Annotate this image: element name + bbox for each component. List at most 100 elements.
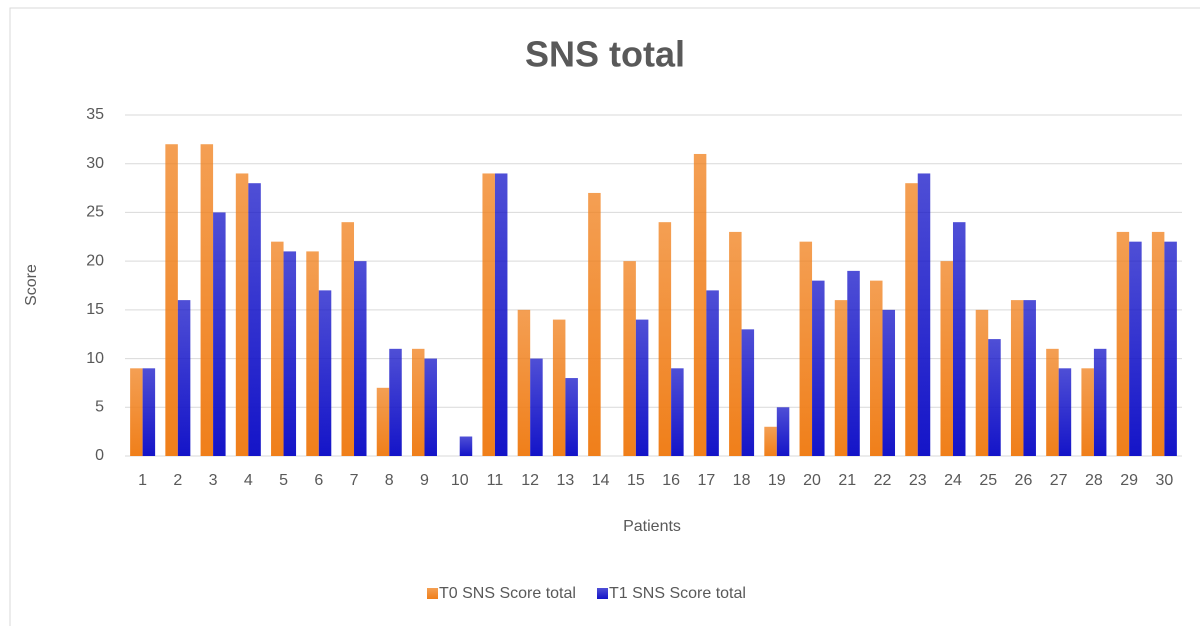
y-tick-label: 15: [86, 301, 104, 318]
bar: [870, 280, 883, 456]
x-tick-label: 12: [521, 472, 539, 489]
bar: [213, 212, 226, 456]
bar: [847, 270, 860, 456]
bar: [424, 358, 437, 456]
x-tick-label: 17: [697, 472, 715, 489]
bar: [882, 309, 896, 456]
bar: [1023, 300, 1036, 456]
bar: [1093, 348, 1107, 456]
bar: [917, 173, 931, 456]
bar: [671, 368, 684, 456]
bar: [1046, 348, 1059, 456]
bar: [952, 222, 966, 456]
bar: [1081, 368, 1094, 456]
x-tick-label: 7: [350, 472, 359, 489]
legend-swatch: [427, 588, 438, 599]
bar: [517, 309, 531, 456]
bar: [799, 241, 813, 456]
y-tick-label: 20: [86, 252, 104, 269]
bar: [834, 300, 848, 456]
bar: [1151, 231, 1165, 456]
bar: [130, 368, 143, 456]
y-tick-label: 25: [86, 204, 104, 221]
bar: [706, 290, 719, 456]
x-tick-label: 23: [909, 472, 927, 489]
bar: [693, 153, 707, 456]
bar: [729, 231, 742, 456]
bar: [494, 173, 508, 456]
x-tick-label: 5: [279, 472, 288, 489]
bar: [1164, 241, 1177, 456]
y-tick-label: 35: [86, 106, 104, 123]
bar: [200, 144, 214, 456]
x-tick-label: 28: [1085, 472, 1103, 489]
bar: [975, 309, 989, 456]
bar: [165, 144, 178, 456]
x-tick-label: 6: [314, 472, 323, 489]
bar: [354, 261, 367, 456]
x-tick-label: 10: [451, 472, 469, 489]
x-tick-label: 9: [420, 472, 429, 489]
y-tick-label: 5: [95, 399, 104, 416]
bar: [248, 183, 261, 456]
bar: [1010, 300, 1024, 456]
y-axis-label: Score: [23, 264, 40, 306]
bar: [764, 426, 777, 456]
bar: [177, 300, 191, 456]
x-tick-label: 8: [385, 472, 394, 489]
bar: [623, 261, 636, 456]
bar: [905, 183, 918, 456]
x-tick-label: 27: [1050, 472, 1068, 489]
bar: [988, 339, 1001, 456]
bar: [552, 319, 566, 456]
x-tick-label: 3: [209, 472, 218, 489]
legend-swatch: [597, 588, 608, 599]
x-tick-label: 13: [557, 472, 575, 489]
bar: [271, 241, 284, 456]
bar: [588, 192, 601, 456]
legend-label: T0 SNS Score total: [439, 585, 576, 602]
bar: [812, 280, 825, 456]
x-tick-label: 25: [979, 472, 997, 489]
bar: [341, 222, 355, 456]
bar: [565, 378, 578, 456]
x-tick-label: 20: [803, 472, 821, 489]
bar: [1129, 241, 1142, 456]
bar: [389, 348, 402, 456]
bar: [741, 329, 755, 456]
bar: [459, 436, 473, 456]
x-tick-label: 15: [627, 472, 645, 489]
x-tick-label: 16: [662, 472, 680, 489]
x-tick-label: 22: [874, 472, 892, 489]
x-tick-label: 1: [138, 472, 147, 489]
x-tick-label: 21: [838, 472, 856, 489]
bar: [411, 348, 425, 456]
y-tick-label: 10: [86, 350, 104, 367]
bar: [1058, 368, 1072, 456]
x-tick-label: 26: [1015, 472, 1033, 489]
bar: [1116, 231, 1130, 456]
bar: [283, 251, 297, 456]
x-axis-label: Patients: [623, 518, 681, 535]
x-tick-label: 2: [173, 472, 182, 489]
bar: [635, 319, 649, 456]
bar: [530, 358, 543, 456]
bar: [376, 387, 390, 456]
bar: [658, 222, 672, 456]
x-tick-label: 29: [1120, 472, 1138, 489]
legend-label: T1 SNS Score total: [609, 585, 746, 602]
bar: [235, 173, 249, 456]
x-tick-label: 14: [592, 472, 610, 489]
x-tick-label: 4: [244, 472, 253, 489]
bar: [776, 407, 790, 456]
x-tick-label: 19: [768, 472, 786, 489]
x-tick-label: 30: [1155, 472, 1173, 489]
bar: [940, 261, 953, 456]
chart-title: SNS total: [525, 34, 685, 75]
x-tick-label: 18: [733, 472, 751, 489]
bar: [318, 290, 332, 456]
bar: [482, 173, 495, 456]
x-tick-label: 11: [487, 472, 504, 489]
y-tick-label: 30: [86, 155, 104, 172]
